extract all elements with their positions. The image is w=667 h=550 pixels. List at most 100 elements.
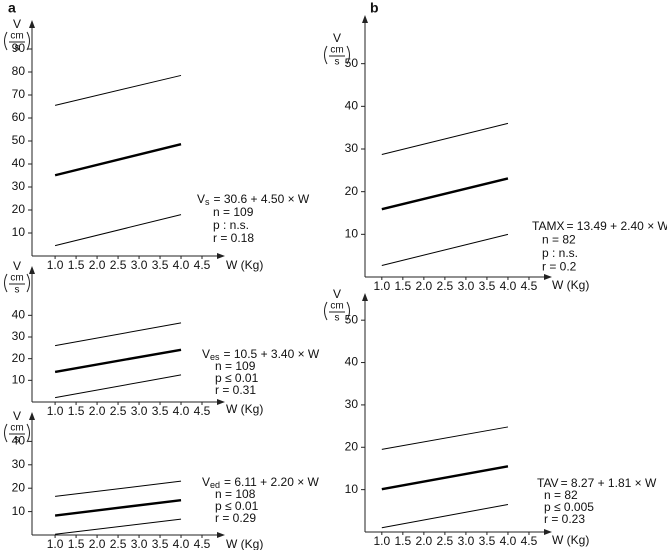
x-tick-label: 2.0 (89, 404, 106, 418)
equation: Ved = 6.11 + 2.20 × W (202, 475, 320, 490)
y-tick-label: 10 (12, 373, 26, 387)
chart-panel: 10 20 30 40 1.0 1.5 2.0 2.5 3.0 3.5 4.0 4.5 W (Kg) Vc… (4, 259, 320, 418)
y-tick-label: 40 (12, 156, 26, 170)
x-tick-label: 4.5 (521, 534, 538, 548)
x-axis-arrow (544, 274, 552, 280)
equation: TAV = 8.27 + 1.81 × W (537, 476, 657, 490)
y-axis-label: V (13, 409, 21, 423)
x-tick-label: 1.0 (47, 537, 64, 550)
y-axis-unit: s (335, 57, 340, 68)
stat-p: p : n.s. (542, 246, 578, 260)
equation-symbol: TAMX (532, 219, 564, 233)
y-tick-label: 10 (12, 504, 26, 518)
y-axis-unit: cm (330, 45, 343, 56)
panel-label: b (370, 0, 379, 16)
y-tick-label: 30 (12, 179, 26, 193)
y-tick-label: 20 (12, 351, 26, 365)
x-tick-label: 2.5 (437, 534, 454, 548)
equation-subscript: es (210, 352, 220, 362)
stat-n: n = 82 (542, 233, 576, 247)
stat-p: p ≤ 0.005 (544, 500, 594, 514)
stat-n: n = 82 (544, 488, 578, 502)
paren (324, 45, 328, 65)
y-tick-label: 80 (12, 64, 26, 78)
y-tick-label: 10 (345, 482, 359, 496)
paren (26, 423, 30, 443)
y-axis-unit: s (15, 435, 20, 446)
regression-line (381, 122, 509, 156)
equation-symbol: V (202, 475, 210, 489)
x-tick-label: 3.0 (458, 534, 475, 548)
stat-r: r = 0.23 (544, 512, 585, 526)
y-axis-label: V (333, 287, 341, 301)
x-tick-label: 1.5 (394, 279, 411, 293)
x-tick-label: 2.0 (416, 279, 433, 293)
x-tick-label: 1.5 (68, 404, 85, 418)
stat-p: p ≤ 0.01 (215, 499, 259, 513)
y-tick-label: 30 (345, 141, 359, 155)
stat-n: n = 109 (213, 205, 254, 219)
y-tick-label: 50 (345, 56, 359, 70)
y-tick-label: 50 (345, 312, 359, 326)
regression-line (381, 465, 509, 491)
x-tick-label: 4.5 (194, 537, 211, 550)
y-tick-label: 30 (12, 329, 26, 343)
x-tick-label: 3.5 (152, 537, 169, 550)
stat-r: r = 0.18 (213, 231, 254, 245)
y-tick-label: 20 (12, 202, 26, 216)
x-tick-label: 2.5 (110, 404, 127, 418)
equation-subscript: s (205, 197, 210, 207)
x-axis-label: W (Kg) (552, 278, 589, 292)
equation-rest: = 6.11 + 2.20 × W (224, 475, 320, 489)
equation-rest: = 13.49 + 2.40 × W (566, 219, 667, 233)
paren (26, 31, 30, 51)
x-axis-arrow (217, 532, 225, 538)
x-tick-label: 4.5 (194, 258, 211, 272)
paren (4, 273, 8, 293)
x-tick-label: 3.5 (479, 279, 496, 293)
regression-line (54, 74, 182, 106)
y-tick-label: 20 (345, 439, 359, 453)
y-axis-unit: s (335, 313, 340, 324)
y-tick-label: 10 (12, 225, 26, 239)
y-tick-label: 20 (12, 480, 26, 494)
y-axis-unit: cm (10, 423, 23, 434)
x-tick-label: 4.0 (500, 534, 517, 548)
x-tick-label: 1.0 (47, 258, 64, 272)
y-axis-arrow (29, 266, 35, 274)
equation-symbol: V (197, 192, 205, 206)
y-axis-arrow (362, 15, 368, 23)
x-tick-label: 1.5 (68, 258, 85, 272)
y-tick-label: 60 (12, 110, 26, 124)
regression-line (55, 518, 182, 535)
x-tick-label: 1.0 (373, 534, 390, 548)
y-tick-label: 70 (12, 87, 26, 101)
y-tick-label: 50 (12, 133, 26, 147)
x-axis-label: W (Kg) (226, 402, 263, 416)
paren (346, 45, 350, 65)
chart-panel: 10 20 30 40 1.0 1.5 2.0 2.5 3.0 3.5 4.0 4.5 W (Kg) Vc… (4, 409, 320, 550)
regression-line (54, 374, 182, 399)
y-axis-unit: cm (330, 301, 343, 312)
x-axis-label: W (Kg) (552, 533, 589, 547)
y-axis-label: V (333, 31, 341, 45)
paren (4, 423, 8, 443)
stat-p: p ≤ 0.01 (215, 371, 259, 385)
x-axis-arrow (217, 399, 225, 405)
y-tick-label: 40 (12, 308, 26, 322)
equation: TAMX = 13.49 + 2.40 × W (532, 219, 667, 233)
y-tick-label: 40 (345, 99, 359, 113)
y-tick-label: 30 (345, 397, 359, 411)
y-tick-label: 30 (12, 457, 26, 471)
x-axis-arrow (217, 253, 225, 259)
paren (324, 301, 328, 321)
paren (26, 273, 30, 293)
regression-line (381, 233, 509, 266)
paren (346, 301, 350, 321)
x-tick-label: 2.5 (437, 279, 454, 293)
panel-label: a (8, 0, 16, 16)
equation-subscript: ed (210, 480, 220, 490)
x-tick-label: 1.0 (47, 404, 64, 418)
x-tick-label: 1.5 (394, 534, 411, 548)
